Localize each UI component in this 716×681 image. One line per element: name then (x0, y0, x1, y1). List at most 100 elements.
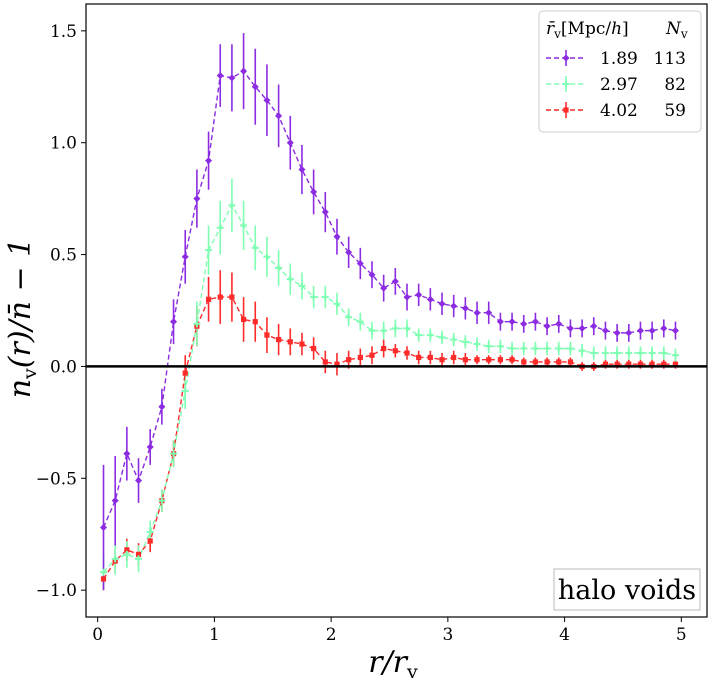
data-point (334, 361, 340, 367)
data-point (473, 309, 481, 317)
data-point (403, 324, 411, 332)
series-line-4.02 (102, 296, 676, 580)
data-point (298, 166, 306, 174)
data-point (474, 357, 480, 363)
x-tick-label: 0 (92, 625, 103, 645)
data-point (671, 327, 679, 335)
data-point (251, 83, 259, 91)
data-point (170, 318, 178, 326)
data-point (578, 324, 586, 332)
data-point (566, 324, 574, 332)
data-point (671, 351, 679, 359)
data-point (543, 322, 551, 330)
data-point (496, 342, 504, 350)
data-point (508, 318, 516, 326)
data-point (462, 357, 468, 363)
data-point (100, 568, 108, 576)
data-point (123, 550, 131, 558)
data-point (404, 350, 410, 356)
data-point (391, 277, 399, 285)
data-point (276, 336, 282, 343)
data-point (311, 345, 317, 352)
data-point (381, 345, 387, 352)
data-point (473, 340, 481, 348)
data-point (228, 74, 236, 82)
data-point (356, 260, 364, 268)
data-point (531, 345, 539, 353)
data-point (228, 201, 236, 209)
data-point (520, 345, 528, 353)
x-tick-label: 2 (326, 625, 337, 645)
x-tick-label: 3 (442, 625, 453, 645)
data-point (450, 302, 458, 310)
legend-row-4.02: 4.02 59 (546, 101, 686, 121)
data-point (124, 547, 130, 553)
data-point (531, 318, 539, 326)
data-point (193, 320, 201, 328)
data-point (660, 324, 668, 332)
series-line-1.89 (102, 70, 676, 528)
data-point (392, 348, 398, 354)
data-point (649, 361, 655, 367)
data-point (135, 477, 143, 485)
legend-marker (562, 80, 570, 88)
data-point (369, 352, 375, 358)
data-point (486, 357, 492, 363)
data-point (567, 359, 574, 365)
legend-rows: 1.89 113 2.97 82 4.02 59 (546, 49, 686, 121)
data-point (427, 354, 433, 361)
markers-layer (100, 67, 679, 582)
data-point (496, 318, 504, 326)
y-tick-label: −0.5 (36, 469, 77, 489)
y-tick-label: 1.5 (50, 22, 77, 42)
data-point (147, 538, 153, 544)
data-point (602, 361, 609, 367)
data-point (509, 357, 515, 363)
data-point (415, 331, 423, 339)
data-point (461, 304, 469, 312)
data-point (497, 357, 503, 363)
series-lines-layer (102, 70, 676, 580)
data-point (380, 284, 388, 292)
data-point (193, 195, 201, 203)
data-point (287, 339, 293, 345)
y-tick-label: 0.0 (50, 357, 77, 377)
data-point (346, 357, 352, 363)
data-point (544, 359, 550, 365)
data-point (135, 555, 143, 563)
data-point (661, 361, 667, 367)
data-point (450, 336, 458, 344)
data-point (310, 293, 318, 301)
data-point (240, 316, 247, 323)
data-point (182, 370, 188, 376)
data-point (368, 271, 376, 279)
data-point (426, 331, 434, 339)
data-point (438, 333, 446, 341)
data-point (333, 233, 341, 241)
x-axis-label: r/rv (368, 645, 418, 681)
data-point (264, 332, 270, 338)
data-point (240, 221, 248, 229)
data-point (345, 313, 353, 321)
data-point (181, 387, 189, 395)
data-point (205, 246, 213, 254)
data-point (613, 349, 621, 357)
data-point (626, 361, 632, 367)
data-point (322, 359, 328, 365)
legend-label-radius: 2.97 (600, 75, 638, 95)
data-point (321, 293, 329, 301)
legend-row-1.89: 1.89 113 (546, 49, 686, 69)
y-tick-label: 0.5 (50, 246, 77, 266)
data-point (100, 576, 107, 582)
data-point (217, 294, 223, 300)
data-point (286, 275, 294, 283)
data-point (416, 354, 422, 361)
data-point (298, 282, 306, 290)
data-point (508, 345, 516, 353)
legend-marker (562, 54, 570, 62)
data-point (403, 293, 411, 301)
data-point (636, 327, 644, 335)
data-point (485, 342, 493, 350)
